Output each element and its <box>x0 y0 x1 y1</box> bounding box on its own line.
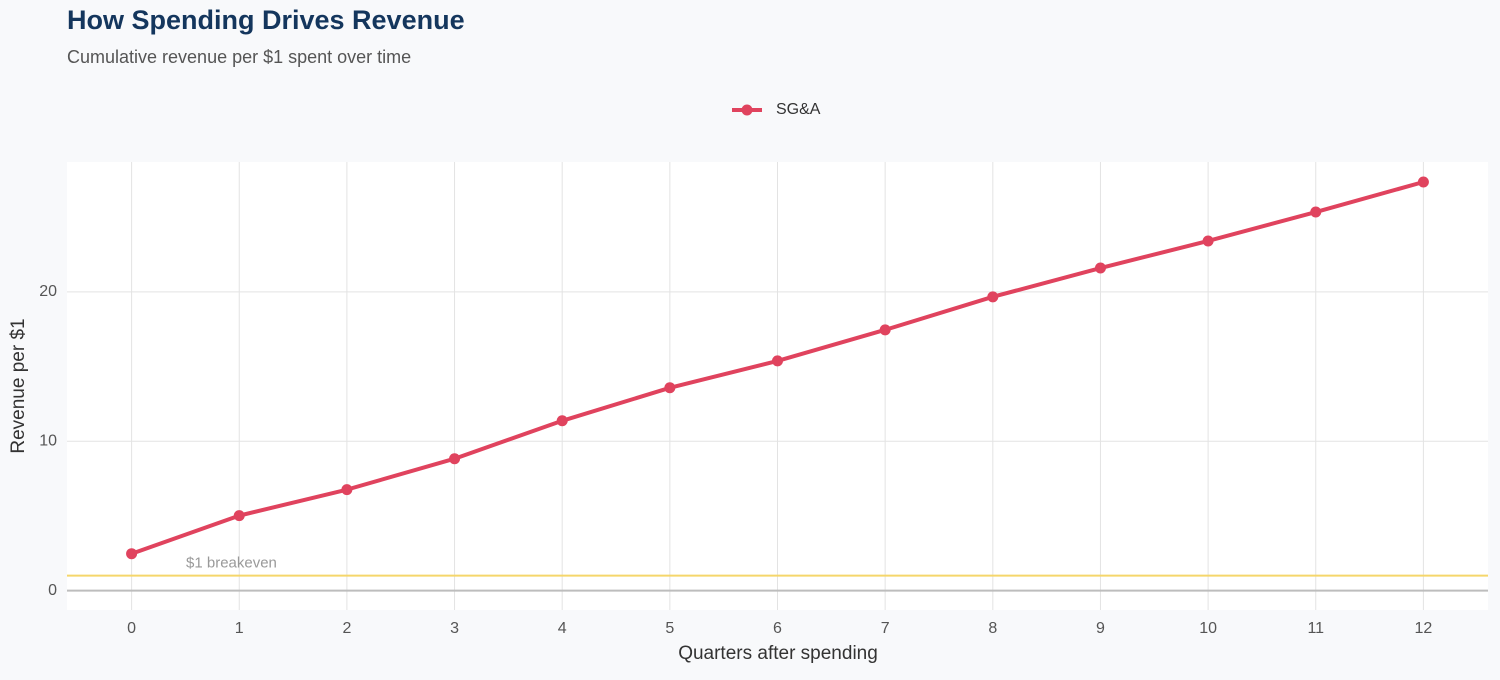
x-tick-label: 0 <box>127 620 136 637</box>
y-tick-label: 10 <box>39 432 57 449</box>
point <box>449 453 461 465</box>
point <box>1417 176 1429 188</box>
point <box>879 324 891 336</box>
legend-marker <box>741 104 753 116</box>
x-tick-label: 10 <box>1199 620 1217 637</box>
x-tick-label: 6 <box>773 620 782 637</box>
point <box>1310 206 1322 218</box>
point <box>1202 235 1214 247</box>
point <box>126 548 138 560</box>
y-tick-label: 20 <box>39 283 57 300</box>
x-tick-label: 3 <box>450 620 459 637</box>
point <box>987 291 999 303</box>
x-tick-label: 2 <box>342 620 351 637</box>
chart-title: How Spending Drives Revenue <box>67 5 465 35</box>
chart-subtitle: Cumulative revenue per $1 spent over tim… <box>67 47 411 67</box>
x-tick-label: 7 <box>881 620 890 637</box>
reference-label: $1 breakeven <box>186 555 277 572</box>
x-tick-label: 1 <box>235 620 244 637</box>
x-tick-label: 12 <box>1415 620 1433 637</box>
x-axis-label: Quarters after spending <box>678 643 878 664</box>
y-tick-label: 0 <box>48 582 57 599</box>
legend-label: SG&A <box>776 101 821 118</box>
x-tick-label: 9 <box>1096 620 1105 637</box>
point <box>233 510 245 522</box>
point <box>341 484 353 496</box>
point <box>556 415 568 427</box>
x-tick-label: 5 <box>665 620 674 637</box>
x-tick-label: 4 <box>558 620 567 637</box>
x-tick-label: 8 <box>988 620 997 637</box>
point <box>772 355 783 367</box>
y-axis-label: Revenue per $1 <box>8 318 29 453</box>
point <box>664 382 676 394</box>
point <box>1094 262 1106 274</box>
x-tick-label: 11 <box>1307 620 1324 637</box>
